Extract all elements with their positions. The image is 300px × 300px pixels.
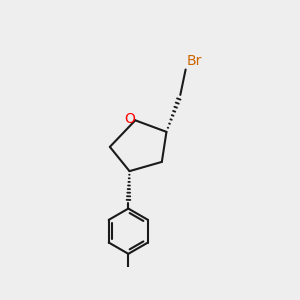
Text: Br: Br: [187, 54, 202, 68]
Text: O: O: [124, 112, 135, 126]
